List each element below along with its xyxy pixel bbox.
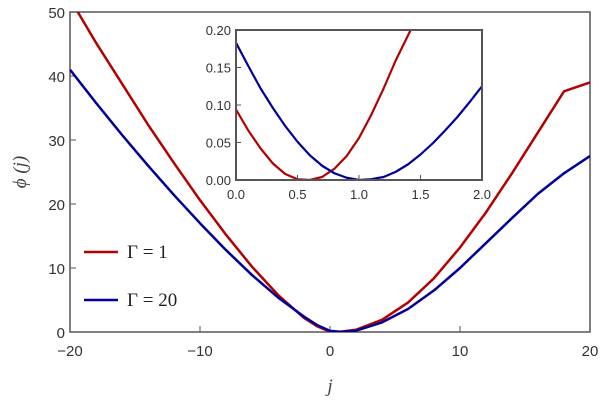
main-x-tick-label: 10 (452, 343, 469, 360)
main-y-tick-label: 30 (48, 133, 65, 150)
inset-x-tick-label: 1.5 (411, 187, 429, 202)
main-x-tick-label: 20 (582, 343, 599, 360)
main-x-tick-label: −20 (57, 343, 82, 360)
inset-y-tick-label: 0.15 (206, 61, 231, 76)
inset-background (236, 30, 482, 180)
main-series-line-gamma-20 (70, 68, 590, 332)
main-y-tick-label: 0 (57, 325, 65, 342)
inset-y-tick-label: 0.10 (206, 98, 231, 113)
inset-x-tick-label: 1.0 (350, 187, 368, 202)
legend-label-gamma-1: Γ = 1 (127, 242, 168, 263)
main-x-ticks: −20 −10 0 10 20 (57, 326, 598, 360)
main-x-tick-label: −10 (187, 343, 212, 360)
main-x-tick-label: 0 (326, 343, 334, 360)
main-y-tick-label: 50 (48, 5, 65, 22)
inset-x-ticks: 0.0 0.5 1.0 1.5 2.0 (227, 175, 491, 202)
inset-y-tick-label: 0.20 (206, 23, 231, 38)
inset-series-line-gamma-1 (236, 30, 412, 180)
main-y-tick-label: 40 (48, 69, 65, 86)
inset-y-tick-label: 0.05 (206, 136, 231, 151)
inset-x-tick-label: 0.0 (227, 187, 245, 202)
legend-item-gamma-20: Γ = 20 (84, 290, 177, 311)
inset-series-line-gamma-20 (236, 42, 482, 180)
y-axis-label: ϕ (j) (10, 156, 31, 189)
inset-y-ticks: 0.00 0.05 0.10 0.15 0.20 (206, 23, 241, 188)
x-axis-label: j (324, 376, 332, 397)
inset-y-tick-label: 0.00 (206, 173, 231, 188)
main-y-tick-label: 20 (48, 197, 65, 214)
inset-series-lines (236, 30, 482, 180)
legend: Γ = 1 Γ = 20 (84, 242, 177, 311)
main-y-tick-label: 10 (48, 261, 65, 278)
main-series-lines (70, 12, 590, 332)
legend-item-gamma-1: Γ = 1 (84, 242, 168, 263)
inset-x-tick-label: 0.5 (288, 187, 306, 202)
legend-label-gamma-20: Γ = 20 (127, 290, 177, 311)
inset-x-tick-label: 2.0 (473, 187, 491, 202)
main-y-ticks: 0 10 20 30 40 50 (48, 5, 76, 342)
